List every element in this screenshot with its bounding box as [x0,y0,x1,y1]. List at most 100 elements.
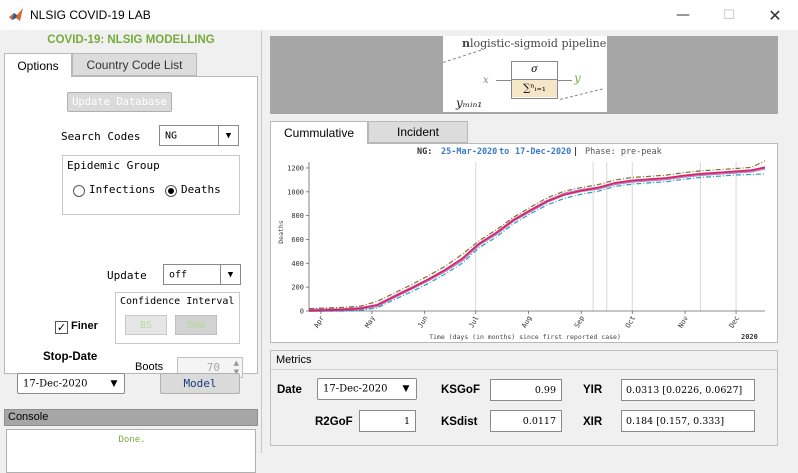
minimize-icon: — [676,7,690,23]
pipeline-title-bold: n [462,37,470,50]
y-tick-label: 400 [291,260,304,268]
y-tick-label: 600 [291,236,304,244]
y-tick-label: 1000 [287,188,304,196]
ksdist-label: KSdist [441,416,478,428]
chart-panel: NG: 25-Mar-2020 to 17-Dec-2020 | Phase: … [270,143,778,343]
chart-header-end: 17-Dec-2020 [515,147,571,157]
tab-incident[interactable]: Incident [368,121,468,143]
chart-header-to: to [499,147,509,157]
yir-value: 0.0313 [0.0226, 0.0627] [626,384,743,396]
close-icon: ✕ [768,5,782,25]
r2gof-label: R2GoF [315,416,353,428]
chart-header-phase: Phase: pre-peak [585,147,662,157]
y-tick-label: 1200 [287,164,304,172]
boots-label: Boots [135,361,164,373]
spinner-up-icon[interactable]: ▲ [233,359,239,367]
app-header: COVID-19: NLSIG MODELLING [47,34,215,46]
stop-date-label: Stop-Date [43,351,98,363]
ksdist-field[interactable]: 0.0117 [490,410,562,432]
metrics-panel: Metrics Date 17-Dec-2020 ▼ KSGoF 0.99 YI… [270,350,778,446]
series-lower [309,173,766,312]
infections-radio[interactable] [73,185,85,197]
confidence-interval-title: Confidence Interval [120,296,235,307]
chevron-down-icon: ▼ [220,265,240,284]
stop-date-dropdown[interactable]: 17-Dec-2020 ▼ [17,373,125,394]
bs-button[interactable]: BS [125,315,167,335]
x-axis-label: Time (days (in months) since first repor… [429,333,621,341]
tab-options[interactable]: Options [4,53,72,77]
xir-label: XIR [583,416,603,428]
stop-date-value: 17-Dec-2020 [23,378,88,389]
ksdist-value: 0.0117 [522,415,556,427]
window-title: NLSIG COVID-19 LAB [30,8,151,22]
deaths-radio-label[interactable]: Deaths [181,183,221,196]
series-fit [308,166,766,312]
x-tick-label: Jul [467,315,480,330]
plot-series [308,160,766,312]
chevron-down-icon: ▼ [218,126,238,145]
dkw-button[interactable]: DKW [175,315,217,335]
diagram-input-line [496,80,511,81]
checkmark-icon: ✓ [56,321,67,334]
ksgof-field[interactable]: 0.99 [490,379,562,401]
cumulative-chart[interactable]: NG: 25-Mar-2020 to 17-Dec-2020 | Phase: … [271,144,777,342]
x-tick-label: Nov [677,315,690,330]
spinner-down-icon[interactable]: ▼ [233,368,239,376]
close-button[interactable]: ✕ [752,0,798,30]
plot-axes: 0 200 400 600 800 1000 1200 Apr May Jun Jul Aug Sep O… [287,162,765,329]
diagram-output-line [558,80,572,81]
minimize-button[interactable]: — [660,0,706,30]
yir-field[interactable]: 0.0313 [0.0226, 0.0627] [621,379,755,401]
tab-country-code-list[interactable]: Country Code List [72,53,197,76]
scrollbar[interactable] [786,31,798,453]
finer-checkbox[interactable]: ✓ [55,321,68,334]
xir-value: 0.184 [0.157, 0.333] [626,415,725,427]
x-tick-label: Apr [313,315,326,330]
model-button[interactable]: Model [160,373,240,394]
search-codes-value: NG [165,130,178,141]
metrics-date-dropdown[interactable]: 17-Dec-2020 ▼ [317,378,417,400]
x-tick-label: Sep [573,315,586,330]
update-label: Update [107,269,147,282]
x-tick-label: Jun [416,315,429,330]
update-database-button[interactable]: Update Database [67,92,172,112]
chart-header-code: NG: [417,147,432,157]
epidemic-group-title: Epidemic Group [67,159,160,172]
deaths-radio[interactable] [165,185,177,197]
pipeline-sigma-label: σ [531,64,538,75]
title-bar: NLSIG COVID-19 LAB — ☐ ✕ [0,0,798,30]
x-tick-label: Oct [624,315,637,330]
matlab-icon [9,8,23,21]
update-value: off [169,269,188,280]
plot-grid [309,162,765,311]
maximize-button[interactable]: ☐ [706,0,752,30]
tab-cummulative[interactable]: Cummulative [270,121,368,144]
metrics-date-value: 17-Dec-2020 [323,383,388,395]
console-output[interactable]: Done. [6,429,256,473]
confidence-interval-group: Confidence Interval BS DKW [115,292,240,344]
search-codes-dropdown[interactable]: NG ▼ [159,125,239,146]
chart-header-start: 25-Mar-2020 [441,147,497,157]
update-dropdown[interactable]: off ▼ [163,264,241,285]
pipeline-block: σ ∑ⁿᵢ₌₁ [511,61,558,99]
yir-label: YIR [583,384,603,396]
console-text: Done. [118,435,146,445]
pipeline-y-label: y [574,71,581,85]
x-tick-label: Dec [728,315,741,330]
x-tick-label: May [364,315,377,330]
plot-area [309,162,765,311]
epidemic-group: Epidemic Group Infections Deaths [62,155,240,215]
maximize-icon: ☐ [723,7,735,23]
finer-label[interactable]: Finer [71,320,98,332]
ksgof-label: KSGoF [441,384,480,396]
xir-field[interactable]: 0.184 [0.157, 0.333] [621,410,755,432]
y-tick-label: 200 [291,284,304,292]
r2gof-field[interactable]: 1 [359,410,416,432]
infections-radio-label[interactable]: Infections [89,183,156,196]
y-tick-label: 800 [291,212,304,220]
pipeline-ymin-label: yₘᵢₙ₁ [456,96,483,110]
metrics-title: Metrics [276,354,312,366]
chevron-down-icon: ▼ [402,384,410,394]
left-panel: COVID-19: NLSIG MODELLING Options Countr… [0,31,262,473]
console-title: Console [8,411,49,423]
